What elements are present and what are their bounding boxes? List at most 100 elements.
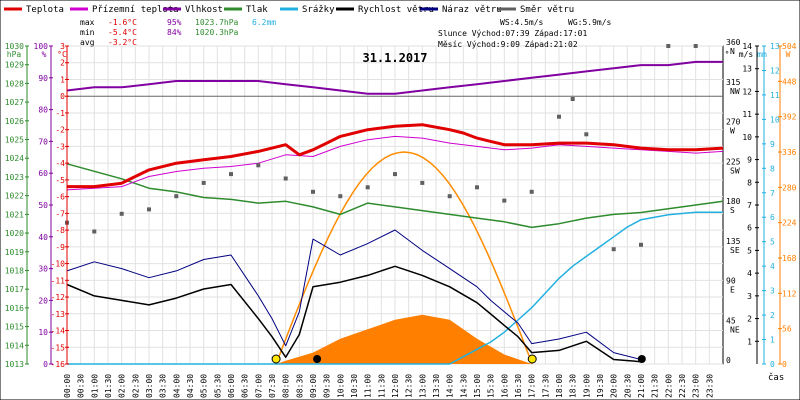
axis-tick-label-ms: 7 — [747, 201, 752, 210]
axis-tick-label-hpa: 1023 — [5, 173, 24, 182]
wind-direction-point — [365, 185, 370, 190]
x-tick-label: 06:30 — [241, 374, 250, 398]
x-tick-label: 08:00 — [282, 374, 291, 398]
axis-tick-label-mm: 13 — [770, 42, 780, 51]
x-tick-label: 07:30 — [268, 374, 277, 398]
axis-tick-label-mm: 5 — [770, 238, 775, 247]
x-tick-label: 13:00 — [418, 374, 427, 398]
x-tick-label: 13:30 — [432, 374, 441, 398]
axis-tick-label-dir-cardinal: N — [730, 47, 735, 56]
axis-tick-label-ms: 1 — [747, 337, 752, 346]
legend-label: Tlak — [246, 5, 268, 15]
axis-tick-label-hpa: 1025 — [5, 136, 24, 145]
series-line-n-raz-v-tru — [66, 229, 642, 360]
x-tick-label: 10:30 — [350, 374, 359, 398]
series-line-p-zemn-teplota — [66, 135, 724, 191]
axis-tick-label-hpa: 1017 — [5, 285, 24, 294]
axis-tick-label-mm: 11 — [770, 91, 780, 100]
x-tick-label: 22:00 — [664, 374, 673, 398]
axis-tick-label-watts: 504 — [782, 42, 797, 51]
axis-tick-label-temp: -11 — [51, 276, 66, 285]
axis-header-watts: W — [786, 50, 791, 59]
axis-tick-label-ms: 13 — [742, 65, 752, 74]
stats-value: max — [80, 18, 95, 27]
x-tick-label: 07:00 — [254, 374, 263, 398]
axis-tick-label-mm: 6 — [770, 213, 775, 222]
stats-value: -5.4°C — [108, 28, 137, 37]
axis-tick-label-ms: 4 — [747, 269, 752, 278]
legend-label: Směr větru — [520, 5, 574, 15]
series-line-vlhkost — [66, 60, 723, 95]
x-tick-label: 17:30 — [541, 374, 550, 398]
axis-tick-label-temp: -8 — [55, 226, 65, 235]
axis-tick-label-watts: 168 — [782, 254, 797, 263]
x-tick-label: 03:00 — [145, 374, 154, 398]
x-tick-label: 17:00 — [528, 374, 537, 398]
axis-tick-label-pct: 70 — [38, 137, 48, 146]
axis-tick-label-ms: 11 — [742, 110, 752, 119]
wind-direction-point — [338, 194, 343, 199]
axis-tick-label-mm: 2 — [770, 311, 775, 320]
axis-tick-label-dir: 225 — [726, 157, 741, 166]
wind-direction-point — [639, 242, 643, 247]
sunrise-marker — [271, 354, 281, 364]
axis-tick-label-mm: 10 — [770, 115, 780, 124]
wind-direction-point — [256, 163, 261, 168]
axis-tick-label-temp: 1 — [60, 75, 65, 84]
axis-tick-label-mm: 12 — [770, 66, 780, 75]
axis-tick-label-pct: 30 — [38, 265, 48, 274]
x-tick-label: 11:00 — [364, 374, 373, 398]
x-tick-label: 05:00 — [200, 374, 209, 398]
axis-tick-label-dir-cardinal: SE — [730, 246, 740, 255]
axis-tick-label-hpa: 1026 — [5, 117, 24, 126]
axis-tick-label-temp: -9 — [55, 243, 65, 252]
axis-tick-label-ms: 3 — [747, 292, 752, 301]
axis-tick-label-watts: 56 — [782, 325, 792, 334]
x-tick-label: 01:30 — [104, 374, 113, 398]
x-tick-label: 11:30 — [377, 374, 386, 398]
axis-tick-label-mm: 4 — [770, 262, 775, 271]
axis-header-hpa: hPa — [7, 50, 22, 59]
wind-direction-point — [201, 180, 206, 185]
wind-direction-point — [557, 114, 561, 119]
stats-mesic: Měsíc Východ:9:09 Západ:21:02 — [438, 40, 578, 49]
axis-tick-label-dir: 90 — [726, 277, 736, 286]
axis-tick-label-temp: -15 — [51, 343, 66, 352]
axis-tick-label-temp: -1 — [55, 109, 65, 118]
legend-label: Teplota — [26, 5, 64, 15]
stats-value: 84% — [167, 28, 182, 37]
x-tick-label: 22:30 — [678, 374, 687, 398]
x-tick-label: 02:00 — [118, 374, 127, 398]
x-tick-label: 09:30 — [323, 374, 332, 398]
axis-tick-label-mm: 0 — [770, 360, 775, 369]
x-tick-label: 04:30 — [186, 374, 195, 398]
wind-direction-point — [666, 44, 671, 48]
axis-tick-label-watts: 448 — [782, 77, 797, 86]
x-tick-label: 21:00 — [637, 374, 646, 398]
x-tick-label: 20:00 — [610, 374, 619, 398]
x-tick-label: 19:00 — [582, 374, 591, 398]
axis-tick-label-pct: 60 — [38, 169, 48, 178]
axis-tick-label-dir: 270 — [726, 118, 741, 127]
moonset-marker — [637, 355, 646, 363]
axis-tick-label-watts: 224 — [782, 219, 797, 228]
axis-tick-label-temp: -2 — [55, 126, 65, 135]
x-tick-label: 12:30 — [405, 374, 414, 398]
wind-direction-point — [119, 211, 124, 216]
axis-tick-label-hpa: 1018 — [5, 266, 24, 275]
axis-tick-label-hpa: 1020 — [5, 229, 24, 238]
axis-tick-label-watts: 0 — [782, 360, 787, 369]
axis-header-deg: ° — [725, 50, 730, 59]
sunset-marker — [527, 354, 537, 364]
axis-tick-label-dir: 135 — [726, 237, 741, 246]
wind-direction-point — [420, 180, 425, 185]
x-tick-label: 19:30 — [596, 374, 605, 398]
x-tick-label: 23:30 — [705, 374, 714, 398]
axis-tick-label-dir-cardinal: NE — [730, 325, 740, 334]
series-line-tlak — [66, 163, 724, 229]
axis-tick-label-mm: 3 — [770, 287, 775, 296]
x-tick-label: 16:00 — [500, 374, 509, 398]
x-tick-label: 12:00 — [391, 374, 400, 398]
